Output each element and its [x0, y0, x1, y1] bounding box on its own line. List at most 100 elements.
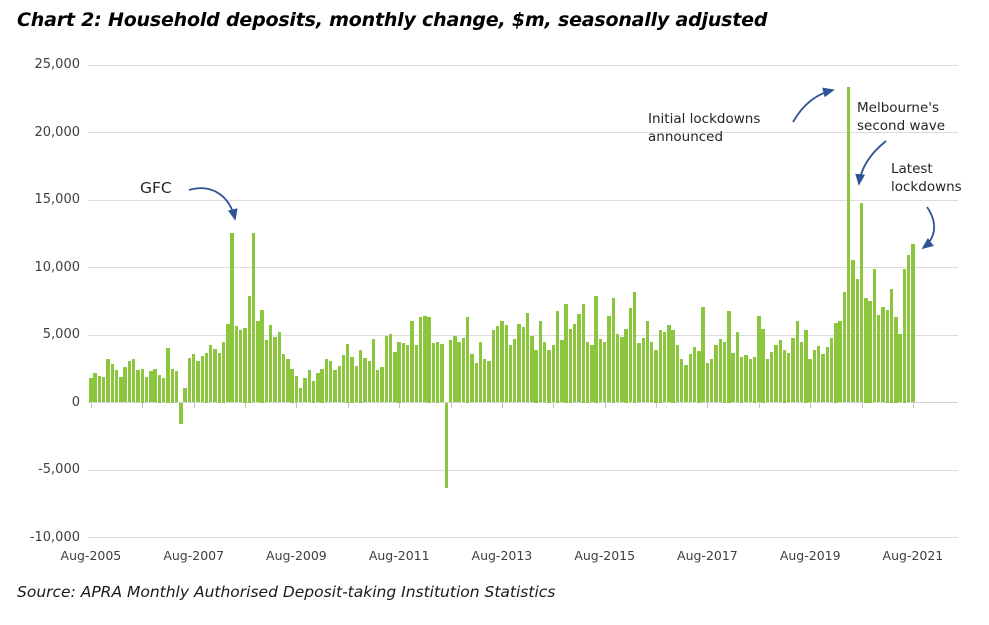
data-bar — [881, 306, 885, 403]
data-bar — [226, 323, 230, 403]
data-bar — [765, 358, 770, 403]
data-bar — [752, 356, 757, 403]
data-bar — [337, 366, 341, 403]
data-bar — [196, 360, 200, 403]
data-bar — [239, 329, 243, 403]
data-bar — [906, 254, 911, 403]
data-bar — [842, 292, 847, 403]
data-bar — [795, 320, 800, 403]
data-bar — [538, 321, 543, 403]
data-bar — [885, 310, 889, 403]
data-bar — [423, 315, 427, 403]
data-bar — [123, 366, 127, 403]
data-bar — [290, 368, 294, 403]
data-bar — [406, 344, 410, 403]
x-axis-label: Aug-2011 — [368, 548, 430, 563]
data-bar — [97, 375, 102, 403]
data-bar — [543, 342, 547, 403]
data-bar — [697, 350, 701, 403]
y-axis-label: 5,000 — [42, 327, 80, 342]
data-bar — [808, 359, 812, 403]
x-axis-tick — [450, 403, 452, 408]
data-bar — [461, 337, 466, 403]
data-bar — [761, 328, 765, 403]
gridline — [88, 132, 958, 133]
x-axis-tick — [296, 403, 298, 408]
data-bar — [675, 344, 680, 403]
data-bar — [191, 354, 196, 403]
data-bar — [436, 341, 440, 403]
data-bar — [500, 321, 504, 403]
data-bar — [590, 344, 594, 403]
data-bar — [714, 344, 718, 403]
data-bar — [812, 349, 817, 403]
data-bar — [183, 387, 187, 403]
data-bar — [710, 358, 714, 403]
data-bar — [217, 352, 222, 403]
data-bar — [817, 345, 821, 403]
data-bar — [444, 402, 448, 488]
x-axis-tick — [810, 403, 812, 408]
data-bar — [132, 358, 136, 403]
data-bar — [144, 376, 149, 403]
data-bar — [281, 353, 286, 403]
data-bar — [739, 356, 744, 403]
data-bar — [384, 335, 388, 403]
data-bar — [555, 311, 560, 403]
source-note: Source: APRA Monthly Authorised Deposit-… — [17, 583, 556, 601]
data-bar — [825, 347, 829, 403]
x-axis-tick — [501, 403, 503, 408]
data-bar — [598, 339, 603, 403]
data-bar — [868, 301, 872, 403]
x-axis-tick — [912, 403, 914, 408]
data-bar — [834, 322, 838, 403]
data-bar — [440, 344, 444, 403]
zero-gridline — [88, 402, 958, 403]
x-axis-tick — [399, 403, 401, 408]
data-bar — [431, 343, 436, 403]
data-bar — [303, 378, 307, 403]
x-axis-label: Aug-2013 — [471, 548, 533, 563]
data-bar — [149, 370, 153, 403]
data-bar — [200, 355, 204, 403]
data-bar — [234, 326, 239, 403]
data-bar — [269, 324, 273, 403]
data-bar — [829, 337, 834, 403]
data-bar — [722, 341, 727, 403]
data-bar — [371, 339, 376, 403]
data-bar — [662, 331, 667, 403]
initial-lockdowns-annotation: Initial lockdowns announced — [648, 111, 761, 145]
gfc-arrow — [188, 187, 238, 221]
data-bar — [483, 358, 487, 403]
data-bar — [273, 336, 277, 403]
data-bar — [718, 339, 722, 403]
data-bar — [799, 342, 804, 403]
initial-lockdowns-arrow — [792, 87, 835, 123]
x-axis-label: Aug-2021 — [882, 548, 944, 563]
data-bar — [213, 349, 217, 403]
gridline — [88, 469, 958, 471]
data-bar — [513, 339, 517, 403]
data-bar — [911, 244, 915, 403]
data-bar — [607, 315, 611, 403]
x-axis-tick — [193, 403, 195, 408]
data-bar — [140, 368, 144, 403]
data-bar — [782, 350, 787, 403]
melbourne-second-wave-annotation: Melbourne's second wave — [857, 100, 946, 134]
data-bar — [620, 336, 624, 403]
data-bar — [264, 340, 269, 403]
data-bar — [508, 344, 513, 403]
data-bar — [491, 330, 496, 403]
data-bar — [170, 368, 174, 403]
y-axis-label: -5,000 — [38, 462, 80, 477]
data-bar — [157, 375, 162, 403]
data-bar — [504, 324, 508, 403]
data-bar — [769, 352, 774, 403]
x-axis-tick — [604, 403, 606, 408]
data-bar — [898, 334, 902, 403]
data-bar — [560, 340, 564, 403]
data-bar — [688, 353, 692, 403]
data-bar — [256, 321, 260, 403]
x-axis-tick — [90, 403, 92, 408]
